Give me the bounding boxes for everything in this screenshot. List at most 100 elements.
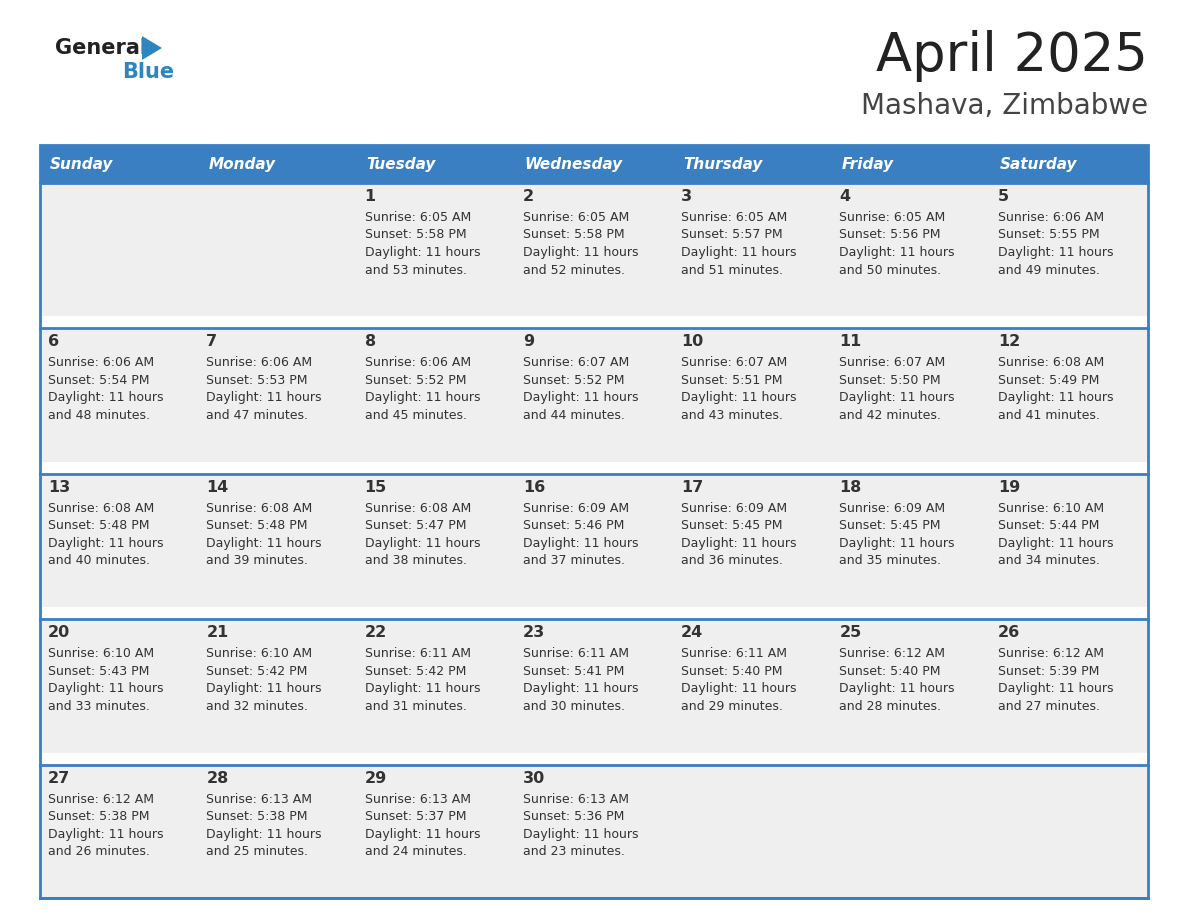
Text: Sunset: 5:52 PM: Sunset: 5:52 PM xyxy=(365,374,466,386)
Text: Sunrise: 6:05 AM: Sunrise: 6:05 AM xyxy=(365,211,470,224)
Text: Sunset: 5:42 PM: Sunset: 5:42 PM xyxy=(365,665,466,677)
Text: Sunset: 5:47 PM: Sunset: 5:47 PM xyxy=(365,520,466,532)
Text: Sunset: 5:36 PM: Sunset: 5:36 PM xyxy=(523,810,624,823)
Text: and 44 minutes.: and 44 minutes. xyxy=(523,409,625,422)
Text: Sunset: 5:43 PM: Sunset: 5:43 PM xyxy=(48,665,150,677)
Text: and 36 minutes.: and 36 minutes. xyxy=(681,554,783,567)
Text: Daylight: 11 hours: Daylight: 11 hours xyxy=(365,391,480,405)
Text: Sunset: 5:58 PM: Sunset: 5:58 PM xyxy=(365,229,466,241)
Text: Tuesday: Tuesday xyxy=(367,156,436,172)
Text: 24: 24 xyxy=(681,625,703,640)
Text: and 47 minutes.: and 47 minutes. xyxy=(207,409,308,422)
Text: Daylight: 11 hours: Daylight: 11 hours xyxy=(365,682,480,695)
Text: Friday: Friday xyxy=(841,156,893,172)
Text: Sunrise: 6:09 AM: Sunrise: 6:09 AM xyxy=(681,502,788,515)
Text: Daylight: 11 hours: Daylight: 11 hours xyxy=(840,246,955,259)
Text: Sunset: 5:51 PM: Sunset: 5:51 PM xyxy=(681,374,783,386)
Text: Sunset: 5:57 PM: Sunset: 5:57 PM xyxy=(681,229,783,241)
Text: and 53 minutes.: and 53 minutes. xyxy=(365,263,467,276)
Text: and 38 minutes.: and 38 minutes. xyxy=(365,554,467,567)
Text: and 34 minutes.: and 34 minutes. xyxy=(998,554,1100,567)
Text: Daylight: 11 hours: Daylight: 11 hours xyxy=(523,828,638,841)
Text: 4: 4 xyxy=(840,189,851,204)
Text: Sunrise: 6:11 AM: Sunrise: 6:11 AM xyxy=(523,647,628,660)
Text: and 39 minutes.: and 39 minutes. xyxy=(207,554,308,567)
Text: Sunset: 5:53 PM: Sunset: 5:53 PM xyxy=(207,374,308,386)
Text: Sunset: 5:38 PM: Sunset: 5:38 PM xyxy=(207,810,308,823)
Text: Daylight: 11 hours: Daylight: 11 hours xyxy=(840,391,955,405)
Bar xyxy=(40,765,1148,898)
Text: and 51 minutes.: and 51 minutes. xyxy=(681,263,783,276)
Text: Daylight: 11 hours: Daylight: 11 hours xyxy=(365,246,480,259)
Text: Sunrise: 6:06 AM: Sunrise: 6:06 AM xyxy=(998,211,1104,224)
Text: and 52 minutes.: and 52 minutes. xyxy=(523,263,625,276)
Text: Daylight: 11 hours: Daylight: 11 hours xyxy=(840,682,955,695)
Text: Sunrise: 6:09 AM: Sunrise: 6:09 AM xyxy=(523,502,628,515)
Text: Sunrise: 6:05 AM: Sunrise: 6:05 AM xyxy=(523,211,630,224)
Text: 9: 9 xyxy=(523,334,533,350)
Text: 1: 1 xyxy=(365,189,375,204)
Text: 17: 17 xyxy=(681,480,703,495)
Text: 7: 7 xyxy=(207,334,217,350)
Text: 13: 13 xyxy=(48,480,70,495)
Text: Sunset: 5:40 PM: Sunset: 5:40 PM xyxy=(681,665,783,677)
Text: and 45 minutes.: and 45 minutes. xyxy=(365,409,467,422)
Text: 22: 22 xyxy=(365,625,387,640)
Text: and 42 minutes.: and 42 minutes. xyxy=(840,409,941,422)
Text: Sunset: 5:54 PM: Sunset: 5:54 PM xyxy=(48,374,150,386)
Text: Blue: Blue xyxy=(122,62,175,82)
Text: Sunset: 5:40 PM: Sunset: 5:40 PM xyxy=(840,665,941,677)
Text: 26: 26 xyxy=(998,625,1020,640)
Text: Sunset: 5:52 PM: Sunset: 5:52 PM xyxy=(523,374,625,386)
Text: and 35 minutes.: and 35 minutes. xyxy=(840,554,941,567)
Text: and 31 minutes.: and 31 minutes. xyxy=(365,700,467,712)
Text: Daylight: 11 hours: Daylight: 11 hours xyxy=(681,682,797,695)
Text: Sunrise: 6:13 AM: Sunrise: 6:13 AM xyxy=(365,792,470,806)
Text: Daylight: 11 hours: Daylight: 11 hours xyxy=(48,828,164,841)
Text: Sunset: 5:56 PM: Sunset: 5:56 PM xyxy=(840,229,941,241)
Text: 25: 25 xyxy=(840,625,861,640)
Text: 11: 11 xyxy=(840,334,861,350)
Text: and 40 minutes.: and 40 minutes. xyxy=(48,554,150,567)
Text: Sunset: 5:44 PM: Sunset: 5:44 PM xyxy=(998,520,1099,532)
Text: Sunrise: 6:05 AM: Sunrise: 6:05 AM xyxy=(840,211,946,224)
Text: and 28 minutes.: and 28 minutes. xyxy=(840,700,941,712)
Text: Sunset: 5:46 PM: Sunset: 5:46 PM xyxy=(523,520,624,532)
Text: Sunset: 5:50 PM: Sunset: 5:50 PM xyxy=(840,374,941,386)
Text: Daylight: 11 hours: Daylight: 11 hours xyxy=(523,246,638,259)
Polygon shape xyxy=(143,36,162,60)
Text: Sunrise: 6:07 AM: Sunrise: 6:07 AM xyxy=(840,356,946,369)
Text: Sunrise: 6:05 AM: Sunrise: 6:05 AM xyxy=(681,211,788,224)
Text: Sunrise: 6:08 AM: Sunrise: 6:08 AM xyxy=(207,502,312,515)
Bar xyxy=(40,329,1148,462)
Text: and 23 minutes.: and 23 minutes. xyxy=(523,845,625,858)
Text: 27: 27 xyxy=(48,770,70,786)
Bar xyxy=(40,474,1148,607)
Text: Sunset: 5:38 PM: Sunset: 5:38 PM xyxy=(48,810,150,823)
Text: 10: 10 xyxy=(681,334,703,350)
Text: Sunrise: 6:08 AM: Sunrise: 6:08 AM xyxy=(48,502,154,515)
Text: April 2025: April 2025 xyxy=(876,30,1148,82)
Text: Daylight: 11 hours: Daylight: 11 hours xyxy=(681,391,797,405)
Text: 29: 29 xyxy=(365,770,387,786)
Bar xyxy=(40,183,1148,317)
Text: 28: 28 xyxy=(207,770,228,786)
Text: Daylight: 11 hours: Daylight: 11 hours xyxy=(365,828,480,841)
Text: Wednesday: Wednesday xyxy=(525,156,623,172)
Text: Sunrise: 6:09 AM: Sunrise: 6:09 AM xyxy=(840,502,946,515)
Text: Sunset: 5:55 PM: Sunset: 5:55 PM xyxy=(998,229,1099,241)
Text: Sunrise: 6:10 AM: Sunrise: 6:10 AM xyxy=(207,647,312,660)
Text: 20: 20 xyxy=(48,625,70,640)
Text: 18: 18 xyxy=(840,480,861,495)
Text: Sunset: 5:39 PM: Sunset: 5:39 PM xyxy=(998,665,1099,677)
Text: and 26 minutes.: and 26 minutes. xyxy=(48,845,150,858)
Text: 30: 30 xyxy=(523,770,545,786)
Text: Daylight: 11 hours: Daylight: 11 hours xyxy=(998,391,1113,405)
Text: and 32 minutes.: and 32 minutes. xyxy=(207,700,308,712)
Text: Daylight: 11 hours: Daylight: 11 hours xyxy=(207,682,322,695)
Text: and 50 minutes.: and 50 minutes. xyxy=(840,263,942,276)
Text: 5: 5 xyxy=(998,189,1009,204)
Text: Sunrise: 6:12 AM: Sunrise: 6:12 AM xyxy=(48,792,154,806)
Text: Daylight: 11 hours: Daylight: 11 hours xyxy=(998,537,1113,550)
Bar xyxy=(40,145,1148,898)
